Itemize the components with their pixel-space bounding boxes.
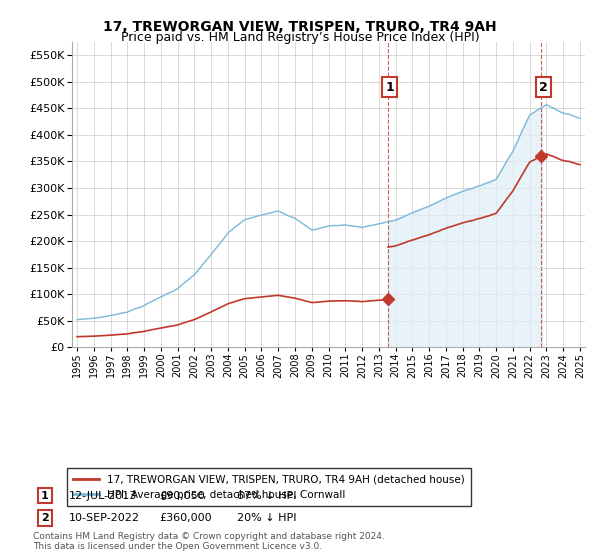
Text: 2: 2 <box>539 81 547 94</box>
Text: 1: 1 <box>41 491 49 501</box>
Text: 67% ↓ HPI: 67% ↓ HPI <box>237 491 296 501</box>
Text: 17, TREWORGAN VIEW, TRISPEN, TRURO, TR4 9AH: 17, TREWORGAN VIEW, TRISPEN, TRURO, TR4 … <box>103 20 497 34</box>
Text: 20% ↓ HPI: 20% ↓ HPI <box>237 513 296 523</box>
Text: £90,050: £90,050 <box>159 491 205 501</box>
Text: 2: 2 <box>41 513 49 523</box>
Text: Contains HM Land Registry data © Crown copyright and database right 2024.
This d: Contains HM Land Registry data © Crown c… <box>33 531 385 551</box>
Text: 10-SEP-2022: 10-SEP-2022 <box>69 513 140 523</box>
Text: 12-JUL-2013: 12-JUL-2013 <box>69 491 137 501</box>
Text: Price paid vs. HM Land Registry’s House Price Index (HPI): Price paid vs. HM Land Registry’s House … <box>121 31 479 44</box>
Text: £360,000: £360,000 <box>159 513 212 523</box>
Text: 1: 1 <box>385 81 394 94</box>
Legend: 17, TREWORGAN VIEW, TRISPEN, TRURO, TR4 9AH (detached house), HPI: Average price: 17, TREWORGAN VIEW, TRISPEN, TRURO, TR4 … <box>67 468 472 506</box>
